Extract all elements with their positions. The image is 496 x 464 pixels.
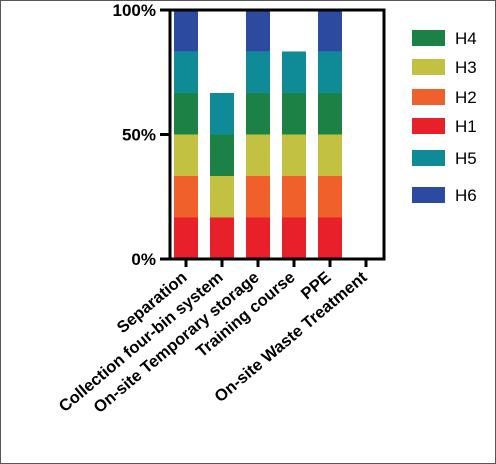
bar-segment-h2-1 bbox=[174, 175, 198, 218]
bar-segment-h1-4 bbox=[282, 217, 306, 259]
legend-label-h6: H6 bbox=[455, 186, 477, 205]
bar-segment-h5-2 bbox=[210, 92, 234, 135]
bar-segment-h6-1 bbox=[174, 9, 198, 52]
bar-segment-h5-5 bbox=[318, 51, 342, 93]
legend-label-h2: H2 bbox=[455, 88, 477, 107]
legend-swatch-h5 bbox=[412, 150, 445, 166]
bar-segment-h3-2 bbox=[210, 175, 234, 218]
legend: H4 H3 H2 H1 H5 H6 bbox=[412, 29, 477, 205]
bar-segment-h2-5 bbox=[318, 175, 342, 218]
bar-segment-h4-5 bbox=[318, 92, 342, 135]
y-tick-label: 0% bbox=[131, 250, 156, 269]
bar-segment-h5-3 bbox=[246, 51, 270, 93]
legend-label-h3: H3 bbox=[455, 58, 477, 77]
bar-segment-h6-3 bbox=[246, 9, 270, 52]
bar-segment-h1-2 bbox=[210, 217, 234, 259]
bar-segment-h3-1 bbox=[174, 134, 198, 176]
bar-segment-h2-3 bbox=[246, 175, 270, 218]
bar-segment-h4-1 bbox=[174, 92, 198, 135]
legend-label-h1: H1 bbox=[455, 117, 477, 136]
legend-swatch-h1 bbox=[412, 118, 445, 134]
y-tick-label: 50% bbox=[122, 126, 156, 145]
bar-segment-h3-5 bbox=[318, 134, 342, 176]
bar-segment-h5-1 bbox=[174, 51, 198, 93]
legend-swatch-h6 bbox=[412, 187, 445, 203]
legend-swatch-h4 bbox=[412, 30, 445, 46]
legend-swatch-h2 bbox=[412, 89, 445, 105]
legend-label-h5: H5 bbox=[455, 149, 477, 168]
plot-border bbox=[168, 8, 386, 261]
bar-layer bbox=[174, 9, 342, 259]
bar-segment-h6-5 bbox=[318, 9, 342, 52]
bar-segment-h4-3 bbox=[246, 92, 270, 135]
y-axis: 0% 50% 100% bbox=[113, 1, 170, 269]
bar-segment-h2-4 bbox=[282, 175, 306, 218]
bar-segment-h3-4 bbox=[282, 134, 306, 176]
legend-swatch-h3 bbox=[412, 59, 445, 75]
bar-segment-h1-5 bbox=[318, 217, 342, 259]
bar-segment-h1-3 bbox=[246, 217, 270, 259]
y-tick-label: 100% bbox=[113, 1, 156, 20]
bar-segment-h1-1 bbox=[174, 217, 198, 259]
bar-segment-h3-3 bbox=[246, 134, 270, 176]
bar-segment-h4-2 bbox=[210, 134, 234, 176]
legend-label-h4: H4 bbox=[455, 29, 477, 48]
bar-segment-h5-4 bbox=[282, 51, 306, 93]
bar-segment-h4-4 bbox=[282, 92, 306, 135]
